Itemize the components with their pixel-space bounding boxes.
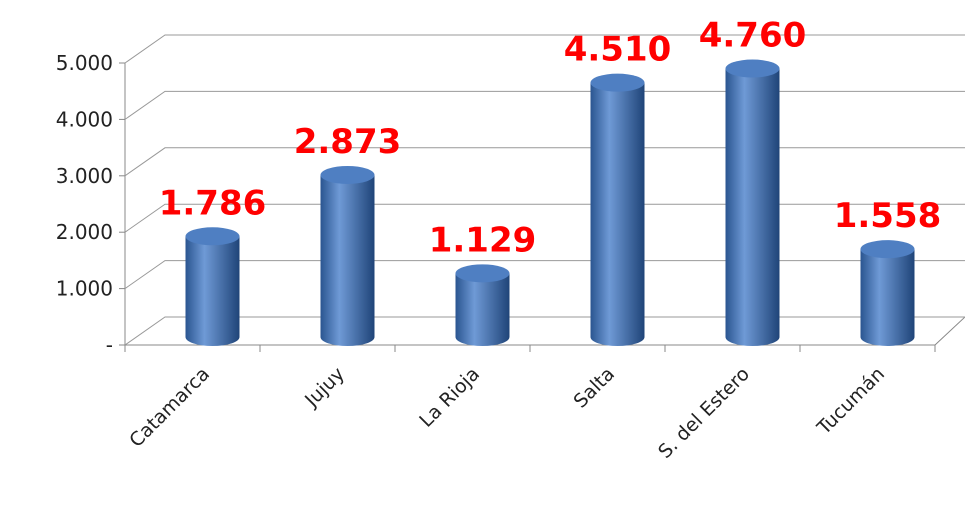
grid-line bbox=[124, 316, 965, 346]
bar-top bbox=[320, 165, 375, 184]
grid-line bbox=[124, 147, 965, 177]
value-label: 1.558 bbox=[834, 196, 942, 236]
bar-body bbox=[185, 236, 240, 347]
value-label: 1.129 bbox=[429, 220, 537, 260]
value-label: 4.510 bbox=[564, 30, 672, 70]
x-tick-label: La Rioja bbox=[415, 363, 484, 432]
x-tick-label: Jujuy bbox=[300, 363, 349, 412]
y-tick-label: 3.000 bbox=[56, 164, 113, 188]
grid-line bbox=[124, 90, 965, 120]
grid-line bbox=[124, 203, 965, 233]
bar bbox=[185, 227, 240, 347]
bar-top bbox=[455, 264, 510, 283]
x-tick-label: Tucumán bbox=[812, 363, 889, 440]
bar-top bbox=[185, 227, 240, 246]
value-label: 1.786 bbox=[159, 183, 267, 223]
bar bbox=[860, 240, 915, 346]
y-tick-label: - bbox=[106, 333, 113, 357]
bar-body bbox=[320, 174, 375, 347]
bar-top bbox=[725, 59, 780, 78]
y-tick-label: 4.000 bbox=[56, 107, 113, 131]
y-tick-label: 5.000 bbox=[56, 51, 113, 75]
bar-body bbox=[590, 82, 645, 347]
bar bbox=[590, 73, 645, 347]
bar bbox=[320, 165, 375, 347]
y-tick-label: 2.000 bbox=[56, 220, 113, 244]
value-label: 2.873 bbox=[294, 122, 402, 162]
x-tick-label: Catamarca bbox=[125, 363, 214, 452]
grid-line bbox=[124, 260, 965, 290]
x-tick-label: Salta bbox=[569, 363, 619, 413]
bar-top bbox=[860, 240, 915, 259]
bar bbox=[725, 59, 780, 347]
grid-line bbox=[124, 34, 965, 64]
bar-body bbox=[725, 68, 780, 347]
bar-body bbox=[860, 249, 915, 346]
y-tick-label: 1.000 bbox=[56, 277, 113, 301]
bar-body bbox=[455, 273, 510, 347]
floor-edge bbox=[934, 316, 965, 346]
bar-top bbox=[590, 73, 645, 92]
bar bbox=[455, 264, 510, 347]
x-tick-label: S. del Estero bbox=[654, 363, 754, 463]
value-label: 4.760 bbox=[699, 16, 807, 56]
